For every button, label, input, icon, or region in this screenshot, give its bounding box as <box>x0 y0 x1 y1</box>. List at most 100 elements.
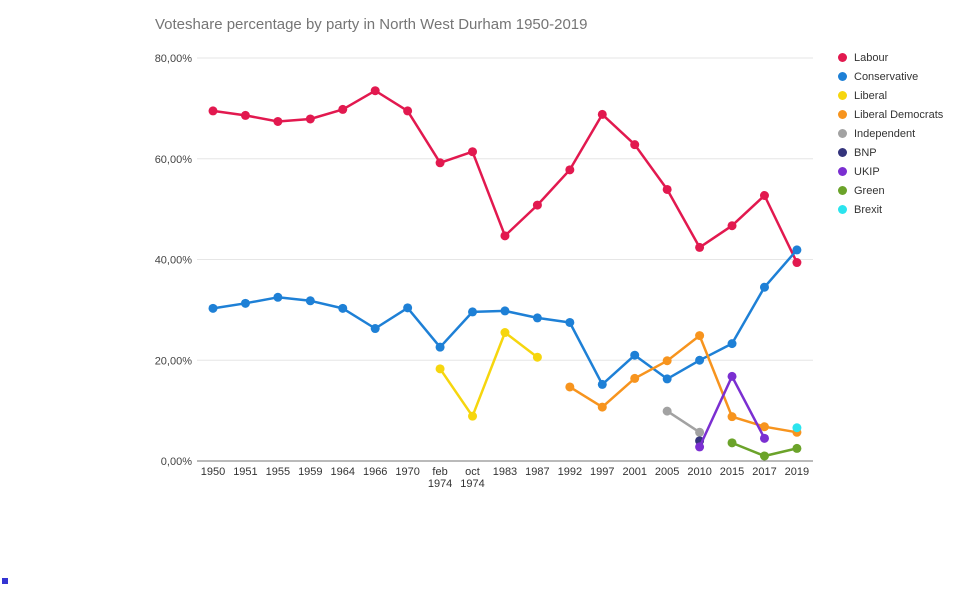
point-conservative-feb-1974[interactable] <box>435 342 445 352</box>
legend-dot-ukip <box>838 167 847 176</box>
point-independent-2010[interactable] <box>695 427 705 437</box>
legend-item-green: Green <box>838 181 943 200</box>
point-labour-2015[interactable] <box>727 221 737 231</box>
x-tick-label-1992: 1992 <box>558 466 582 478</box>
legend-label-independent: Independent <box>854 127 916 140</box>
point-ukip-2010[interactable] <box>695 442 705 452</box>
x-tick-label-1970: 1970 <box>395 466 419 478</box>
legend-label-brexit: Brexit <box>854 203 883 216</box>
x-tick-label-1997: 1997 <box>590 466 614 478</box>
point-conservative-2019[interactable] <box>792 245 802 255</box>
point-liberal-feb-1974[interactable] <box>435 364 445 374</box>
series-line-liberal <box>438 331 539 418</box>
x-tick-label-1951: 1951 <box>233 466 257 478</box>
point-labour-1959[interactable] <box>305 114 315 124</box>
point-conservative-2001[interactable] <box>630 350 640 360</box>
x-tick-label-2005: 2005 <box>655 466 679 478</box>
point-labour-1992[interactable] <box>565 165 575 175</box>
y-tick-label-40: 40,00% <box>155 255 193 267</box>
x-tick-label-oct-1974-line2: 1974 <box>460 478 484 490</box>
point-labour-1970[interactable] <box>403 106 413 116</box>
chart-legend: Labour Conservative Liberal Liberal Democra… <box>838 48 943 219</box>
legend-dot-bnp <box>838 148 847 157</box>
point-conservative-2015[interactable] <box>727 339 737 349</box>
x-tick-label-2015: 2015 <box>720 466 744 478</box>
point-liberal-democrats-2015[interactable] <box>727 412 737 422</box>
point-conservative-2017[interactable] <box>759 282 769 292</box>
point-liberal-1987[interactable] <box>532 352 542 362</box>
point-labour-1987[interactable] <box>532 200 542 210</box>
legend-item-bnp: BNP <box>838 143 943 162</box>
y-tick-label-80: 80,00% <box>155 53 193 65</box>
x-tick-label-2019: 2019 <box>785 466 809 478</box>
legend-item-liberal-democrats: Liberal Democrats <box>838 105 943 124</box>
point-conservative-1966[interactable] <box>370 324 380 334</box>
point-labour-1966[interactable] <box>370 86 380 96</box>
y-tick-label-60: 60,00% <box>155 154 193 166</box>
legend-item-conservative: Conservative <box>838 67 943 86</box>
legend-dot-labour <box>838 53 847 62</box>
point-labour-oct-1974[interactable] <box>468 147 478 157</box>
series-line-ukip <box>698 375 766 449</box>
point-liberal-1983[interactable] <box>500 328 510 338</box>
point-conservative-1955[interactable] <box>273 292 283 302</box>
legend-label-conservative: Conservative <box>854 70 919 83</box>
point-labour-1951[interactable] <box>240 110 250 120</box>
point-green-2015[interactable] <box>727 438 737 448</box>
point-ukip-2017[interactable] <box>759 433 769 443</box>
point-labour-1983[interactable] <box>500 231 510 241</box>
legend-dot-green <box>838 186 847 195</box>
point-green-2019[interactable] <box>792 443 802 453</box>
legend-item-labour: Labour <box>838 48 943 67</box>
x-tick-label-1950: 1950 <box>201 466 225 478</box>
point-conservative-1951[interactable] <box>240 298 250 308</box>
point-conservative-2010[interactable] <box>695 355 705 365</box>
point-labour-2005[interactable] <box>662 184 672 194</box>
point-labour-1950[interactable] <box>208 106 218 116</box>
point-labour-feb-1974[interactable] <box>435 158 445 168</box>
point-independent-2005[interactable] <box>662 406 672 416</box>
point-green-2017[interactable] <box>759 451 769 461</box>
point-brexit-2019[interactable] <box>792 423 802 433</box>
point-liberal-democrats-2001[interactable] <box>630 373 640 383</box>
point-liberal-democrats-2010[interactable] <box>695 331 705 341</box>
point-liberal-democrats-2017[interactable] <box>759 422 769 432</box>
point-conservative-2005[interactable] <box>662 374 672 384</box>
x-tick-label-2001: 2001 <box>622 466 646 478</box>
point-liberal-oct-1974[interactable] <box>468 411 478 421</box>
series-line-independent <box>665 409 701 434</box>
point-conservative-1992[interactable] <box>565 317 575 327</box>
point-conservative-1983[interactable] <box>500 306 510 316</box>
point-conservative-1970[interactable] <box>403 303 413 313</box>
legend-dot-liberal <box>838 91 847 100</box>
x-tick-label-1959: 1959 <box>298 466 322 478</box>
x-tick-label-1987: 1987 <box>525 466 549 478</box>
point-liberal-democrats-2005[interactable] <box>662 356 672 366</box>
bottom-left-blue-square <box>2 578 8 584</box>
point-labour-2010[interactable] <box>695 242 705 252</box>
legend-dot-conservative <box>838 72 847 81</box>
series-line-conservative <box>211 248 799 386</box>
point-conservative-1959[interactable] <box>305 296 315 306</box>
legend-label-liberal-democrats: Liberal Democrats <box>854 108 944 121</box>
legend-item-brexit: Brexit <box>838 200 943 219</box>
point-liberal-democrats-1992[interactable] <box>565 382 575 392</box>
point-labour-1997[interactable] <box>597 109 607 119</box>
point-conservative-oct-1974[interactable] <box>468 307 478 317</box>
point-conservative-1964[interactable] <box>338 303 348 313</box>
point-liberal-democrats-1997[interactable] <box>597 402 607 412</box>
point-conservative-1950[interactable] <box>208 303 218 313</box>
point-labour-2001[interactable] <box>630 140 640 150</box>
legend-dot-brexit <box>838 205 847 214</box>
point-labour-2019[interactable] <box>792 258 802 268</box>
point-conservative-1987[interactable] <box>532 313 542 323</box>
legend-dot-independent <box>838 129 847 138</box>
point-ukip-2015[interactable] <box>727 371 737 381</box>
point-labour-1955[interactable] <box>273 116 283 126</box>
point-conservative-1997[interactable] <box>597 379 607 389</box>
legend-label-ukip: UKIP <box>854 165 880 178</box>
legend-item-ukip: UKIP <box>838 162 943 181</box>
point-labour-2017[interactable] <box>759 191 769 201</box>
x-tick-label-2010: 2010 <box>687 466 711 478</box>
point-labour-1964[interactable] <box>338 104 348 114</box>
